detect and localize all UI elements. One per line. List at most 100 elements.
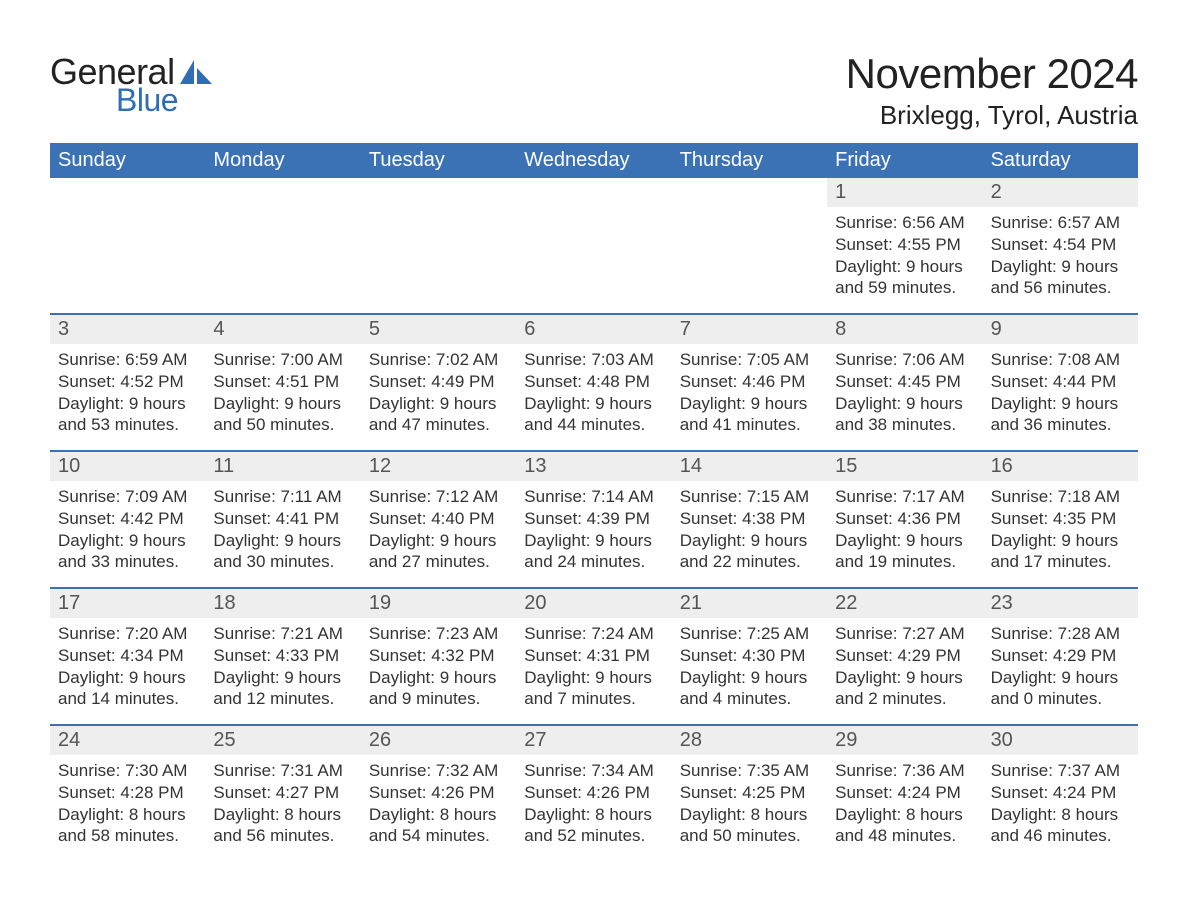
sunrise-text: Sunrise: 7:34 AM xyxy=(524,760,663,782)
daylight-text-2: and 44 minutes. xyxy=(524,414,663,436)
sunset-text: Sunset: 4:31 PM xyxy=(524,645,663,667)
sunrise-text: Sunrise: 7:05 AM xyxy=(680,349,819,371)
week-row: 17181920212223Sunrise: 7:20 AMSunset: 4:… xyxy=(50,587,1138,724)
sunrise-text: Sunrise: 7:23 AM xyxy=(369,623,508,645)
day-cell: Sunrise: 7:12 AMSunset: 4:40 PMDaylight:… xyxy=(361,481,516,587)
daylight-text-2: and 14 minutes. xyxy=(58,688,197,710)
sunset-text: Sunset: 4:24 PM xyxy=(991,782,1130,804)
sunset-text: Sunset: 4:29 PM xyxy=(991,645,1130,667)
day-number: 11 xyxy=(205,452,360,481)
day-number: 20 xyxy=(516,589,671,618)
day-cell xyxy=(361,207,516,313)
day-number: 13 xyxy=(516,452,671,481)
sunset-text: Sunset: 4:39 PM xyxy=(524,508,663,530)
sunrise-text: Sunrise: 7:20 AM xyxy=(58,623,197,645)
day-number: 25 xyxy=(205,726,360,755)
daylight-text-1: Daylight: 9 hours xyxy=(835,667,974,689)
day-number xyxy=(361,178,516,207)
day-cell: Sunrise: 7:37 AMSunset: 4:24 PMDaylight:… xyxy=(983,755,1138,861)
sunrise-text: Sunrise: 7:14 AM xyxy=(524,486,663,508)
daylight-text-2: and 30 minutes. xyxy=(213,551,352,573)
weekday-header: Thursday xyxy=(672,143,827,178)
day-cell: Sunrise: 7:17 AMSunset: 4:36 PMDaylight:… xyxy=(827,481,982,587)
daylight-text-1: Daylight: 9 hours xyxy=(369,393,508,415)
weekday-header: Sunday xyxy=(50,143,205,178)
title-block: November 2024 Brixlegg, Tyrol, Austria xyxy=(846,50,1138,131)
sunset-text: Sunset: 4:46 PM xyxy=(680,371,819,393)
week-content-row: Sunrise: 6:59 AMSunset: 4:52 PMDaylight:… xyxy=(50,344,1138,450)
weekday-header: Wednesday xyxy=(516,143,671,178)
weekday-header: Tuesday xyxy=(361,143,516,178)
sunrise-text: Sunrise: 7:32 AM xyxy=(369,760,508,782)
day-number: 1 xyxy=(827,178,982,207)
sunset-text: Sunset: 4:34 PM xyxy=(58,645,197,667)
brand-text: General Blue xyxy=(50,54,178,116)
day-cell: Sunrise: 7:35 AMSunset: 4:25 PMDaylight:… xyxy=(672,755,827,861)
day-cell xyxy=(516,207,671,313)
day-cell: Sunrise: 6:57 AMSunset: 4:54 PMDaylight:… xyxy=(983,207,1138,313)
day-cell: Sunrise: 7:02 AMSunset: 4:49 PMDaylight:… xyxy=(361,344,516,450)
daylight-text-1: Daylight: 9 hours xyxy=(680,530,819,552)
daylight-text-2: and 53 minutes. xyxy=(58,414,197,436)
sunset-text: Sunset: 4:36 PM xyxy=(835,508,974,530)
sunset-text: Sunset: 4:27 PM xyxy=(213,782,352,804)
sunrise-text: Sunrise: 7:17 AM xyxy=(835,486,974,508)
daylight-text-2: and 59 minutes. xyxy=(835,277,974,299)
week-content-row: Sunrise: 7:30 AMSunset: 4:28 PMDaylight:… xyxy=(50,755,1138,861)
day-cell: Sunrise: 7:23 AMSunset: 4:32 PMDaylight:… xyxy=(361,618,516,724)
week-content-row: Sunrise: 6:56 AMSunset: 4:55 PMDaylight:… xyxy=(50,207,1138,313)
day-cell: Sunrise: 7:27 AMSunset: 4:29 PMDaylight:… xyxy=(827,618,982,724)
daylight-text-2: and 22 minutes. xyxy=(680,551,819,573)
day-cell: Sunrise: 7:20 AMSunset: 4:34 PMDaylight:… xyxy=(50,618,205,724)
daylight-text-1: Daylight: 9 hours xyxy=(524,530,663,552)
day-number: 29 xyxy=(827,726,982,755)
sunrise-text: Sunrise: 7:28 AM xyxy=(991,623,1130,645)
daylight-text-2: and 54 minutes. xyxy=(369,825,508,847)
sunset-text: Sunset: 4:35 PM xyxy=(991,508,1130,530)
day-number: 15 xyxy=(827,452,982,481)
sunrise-text: Sunrise: 7:08 AM xyxy=(991,349,1130,371)
day-cell xyxy=(50,207,205,313)
daylight-text-1: Daylight: 8 hours xyxy=(991,804,1130,826)
daylight-text-1: Daylight: 9 hours xyxy=(835,530,974,552)
daynum-band: 24252627282930 xyxy=(50,726,1138,755)
daylight-text-1: Daylight: 8 hours xyxy=(524,804,663,826)
day-cell: Sunrise: 7:21 AMSunset: 4:33 PMDaylight:… xyxy=(205,618,360,724)
day-cell: Sunrise: 7:00 AMSunset: 4:51 PMDaylight:… xyxy=(205,344,360,450)
sunset-text: Sunset: 4:54 PM xyxy=(991,234,1130,256)
daylight-text-1: Daylight: 9 hours xyxy=(58,393,197,415)
daylight-text-1: Daylight: 8 hours xyxy=(680,804,819,826)
day-cell: Sunrise: 7:34 AMSunset: 4:26 PMDaylight:… xyxy=(516,755,671,861)
daylight-text-1: Daylight: 8 hours xyxy=(369,804,508,826)
day-cell: Sunrise: 7:30 AMSunset: 4:28 PMDaylight:… xyxy=(50,755,205,861)
sunrise-text: Sunrise: 7:02 AM xyxy=(369,349,508,371)
daylight-text-2: and 17 minutes. xyxy=(991,551,1130,573)
day-number: 30 xyxy=(983,726,1138,755)
sunrise-text: Sunrise: 7:03 AM xyxy=(524,349,663,371)
daylight-text-1: Daylight: 9 hours xyxy=(524,667,663,689)
daylight-text-1: Daylight: 9 hours xyxy=(369,530,508,552)
week-row: 24252627282930Sunrise: 7:30 AMSunset: 4:… xyxy=(50,724,1138,861)
daylight-text-2: and 0 minutes. xyxy=(991,688,1130,710)
day-number: 28 xyxy=(672,726,827,755)
day-number: 4 xyxy=(205,315,360,344)
daylight-text-2: and 7 minutes. xyxy=(524,688,663,710)
day-cell: Sunrise: 7:31 AMSunset: 4:27 PMDaylight:… xyxy=(205,755,360,861)
day-number: 21 xyxy=(672,589,827,618)
sunrise-text: Sunrise: 7:36 AM xyxy=(835,760,974,782)
day-number: 23 xyxy=(983,589,1138,618)
sunrise-text: Sunrise: 7:37 AM xyxy=(991,760,1130,782)
day-number: 2 xyxy=(983,178,1138,207)
sunset-text: Sunset: 4:38 PM xyxy=(680,508,819,530)
day-cell: Sunrise: 7:03 AMSunset: 4:48 PMDaylight:… xyxy=(516,344,671,450)
daylight-text-2: and 56 minutes. xyxy=(991,277,1130,299)
day-cell: Sunrise: 7:14 AMSunset: 4:39 PMDaylight:… xyxy=(516,481,671,587)
day-cell: Sunrise: 7:24 AMSunset: 4:31 PMDaylight:… xyxy=(516,618,671,724)
weekday-header: Friday xyxy=(827,143,982,178)
sunset-text: Sunset: 4:44 PM xyxy=(991,371,1130,393)
day-cell: Sunrise: 7:15 AMSunset: 4:38 PMDaylight:… xyxy=(672,481,827,587)
weekday-header: Saturday xyxy=(983,143,1138,178)
brand-blue: Blue xyxy=(116,84,178,116)
sunrise-text: Sunrise: 7:11 AM xyxy=(213,486,352,508)
day-cell xyxy=(205,207,360,313)
